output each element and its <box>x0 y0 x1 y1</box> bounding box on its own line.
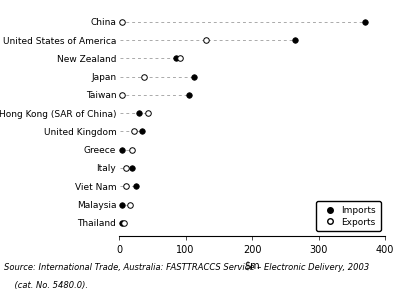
Point <box>136 111 142 116</box>
Point <box>186 92 192 97</box>
Point <box>127 202 133 207</box>
Point <box>119 220 125 225</box>
Point <box>172 56 179 61</box>
Point <box>119 202 125 207</box>
Point <box>133 184 139 189</box>
Point <box>123 165 129 170</box>
Point <box>177 56 183 61</box>
Text: Source: International Trade, Australia: FASTTRACCS Service – Electronic Delivery: Source: International Trade, Australia: … <box>4 263 369 272</box>
Point <box>119 19 125 24</box>
Point <box>121 220 127 225</box>
Point <box>119 147 125 152</box>
Point <box>119 92 125 97</box>
Point <box>141 74 148 79</box>
Point <box>131 129 138 134</box>
Text: (cat. No. 5480.0).: (cat. No. 5480.0). <box>4 281 88 290</box>
Point <box>139 129 146 134</box>
Point <box>362 19 368 24</box>
Point <box>123 184 129 189</box>
Point <box>292 38 299 43</box>
Point <box>129 165 135 170</box>
Legend: Imports, Exports: Imports, Exports <box>316 201 381 231</box>
Point <box>145 111 151 116</box>
X-axis label: $m: $m <box>244 260 260 270</box>
Point <box>191 74 197 79</box>
Point <box>129 147 135 152</box>
Point <box>202 38 209 43</box>
